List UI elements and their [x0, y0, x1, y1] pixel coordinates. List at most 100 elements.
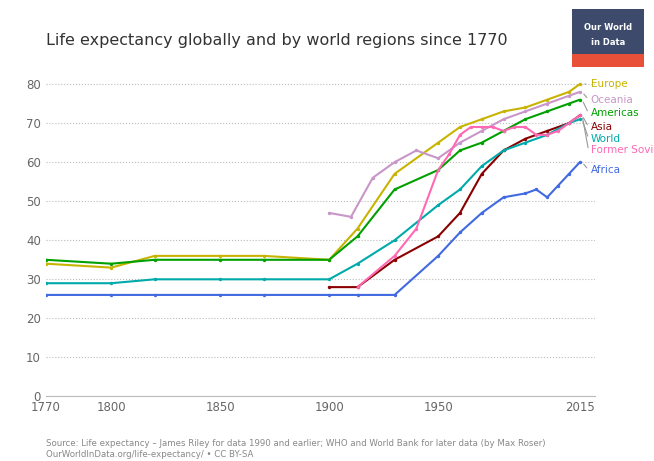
Point [258, 256, 269, 264]
Point [542, 100, 553, 107]
Point [258, 252, 269, 260]
Text: Americas: Americas [591, 108, 640, 118]
Point [575, 112, 585, 119]
Text: Our World: Our World [584, 23, 632, 32]
Point [564, 92, 574, 100]
Bar [572, 54, 644, 67]
Point [575, 159, 585, 166]
Point [433, 139, 443, 146]
Point [466, 124, 476, 131]
Point [477, 170, 487, 177]
Point [41, 260, 51, 267]
Point [215, 276, 226, 283]
Point [389, 186, 400, 193]
Point [389, 170, 400, 177]
Point [564, 170, 574, 177]
Text: Source: Life expectancy – James Riley for data 1990 and earlier; WHO and World B: Source: Life expectancy – James Riley fo… [46, 439, 545, 459]
Point [455, 209, 465, 217]
Point [433, 154, 443, 162]
Text: Oceania: Oceania [591, 95, 634, 105]
Point [324, 256, 334, 264]
Point [215, 252, 226, 260]
Point [324, 276, 334, 283]
Point [498, 147, 509, 154]
Point [520, 190, 530, 197]
Point [41, 291, 51, 299]
Point [455, 186, 465, 193]
Point [520, 139, 530, 146]
Point [353, 291, 363, 299]
Point [520, 135, 530, 142]
Text: Life expectancy globally and by world regions since 1770: Life expectancy globally and by world re… [46, 33, 508, 48]
Point [575, 116, 585, 123]
Point [324, 209, 334, 217]
Point [520, 116, 530, 123]
Point [531, 186, 542, 193]
Point [258, 276, 269, 283]
Point [542, 131, 553, 138]
Text: Asia: Asia [591, 122, 613, 132]
Point [477, 124, 487, 131]
Text: Europe: Europe [591, 79, 627, 89]
Point [353, 284, 363, 291]
Point [41, 279, 51, 287]
Point [564, 119, 574, 127]
Point [542, 108, 553, 115]
Point [106, 264, 116, 271]
Text: Former Soviet Union: Former Soviet Union [591, 146, 654, 155]
Point [150, 252, 160, 260]
Point [564, 119, 574, 127]
Point [389, 291, 400, 299]
Point [106, 260, 116, 267]
Point [389, 159, 400, 166]
Point [215, 291, 226, 299]
Point [150, 291, 160, 299]
Point [455, 147, 465, 154]
Point [324, 291, 334, 299]
Point [531, 131, 542, 138]
Point [455, 139, 465, 146]
Point [411, 225, 422, 232]
Point [520, 108, 530, 115]
Point [433, 233, 443, 240]
Point [498, 127, 509, 135]
Point [520, 104, 530, 111]
Point [564, 100, 574, 107]
Point [477, 116, 487, 123]
Point [498, 108, 509, 115]
Point [433, 201, 443, 209]
Point [389, 252, 400, 260]
Point [542, 194, 553, 201]
Point [353, 233, 363, 240]
Point [444, 151, 455, 158]
Point [455, 131, 465, 138]
Point [553, 182, 563, 189]
Text: in Data: in Data [591, 38, 625, 47]
Point [542, 96, 553, 103]
Point [150, 256, 160, 264]
Point [150, 276, 160, 283]
Point [498, 116, 509, 123]
Point [389, 256, 400, 264]
Point [575, 88, 585, 95]
Point [477, 139, 487, 146]
Point [389, 236, 400, 244]
Point [455, 229, 465, 236]
Point [353, 284, 363, 291]
Point [542, 131, 553, 138]
Point [433, 166, 443, 174]
Point [41, 256, 51, 264]
Point [498, 194, 509, 201]
Point [346, 213, 356, 220]
Point [564, 88, 574, 95]
Point [575, 96, 585, 103]
Point [215, 256, 226, 264]
Point [487, 124, 498, 131]
Point [498, 127, 509, 135]
Point [575, 80, 585, 88]
Point [106, 279, 116, 287]
Text: Africa: Africa [591, 165, 621, 175]
Point [553, 127, 563, 135]
Point [477, 127, 487, 135]
Point [520, 124, 530, 131]
